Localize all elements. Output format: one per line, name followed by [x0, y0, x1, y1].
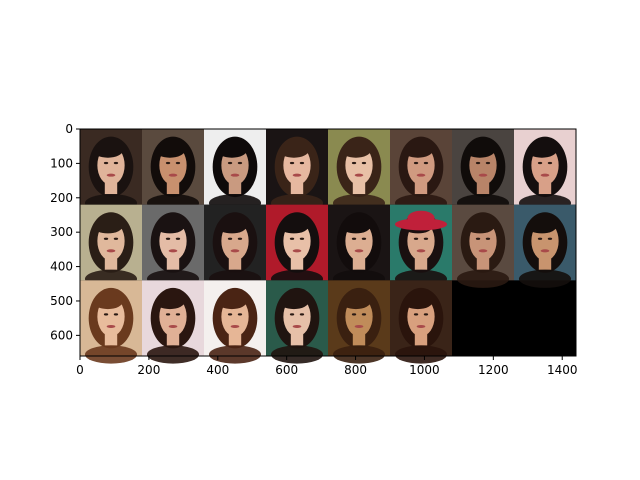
portrait-tile	[390, 204, 452, 288]
y-tick-label: 100	[50, 156, 73, 170]
y-tick-label: 200	[50, 191, 73, 205]
portrait-tile	[142, 280, 204, 364]
portrait-tile	[142, 129, 204, 213]
portrait-tile	[452, 129, 514, 213]
y-tick-label: 0	[65, 122, 73, 136]
portrait-tile	[452, 204, 514, 288]
portrait-tile	[80, 129, 142, 213]
portrait-tile	[390, 280, 452, 364]
portrait-tile	[328, 280, 390, 364]
x-tick-label: 0	[76, 363, 84, 377]
portrait-tile	[80, 204, 142, 288]
portrait-tile	[80, 280, 142, 364]
portrait-tile	[266, 280, 328, 364]
x-axis-ticks: 0 200 400 600 800 1000 1200 1400	[76, 356, 577, 377]
image-tiles	[80, 129, 576, 364]
x-tick-label: 400	[206, 363, 229, 377]
portrait-tile	[328, 204, 390, 288]
x-tick-label: 1000	[409, 363, 440, 377]
portrait-tile	[266, 129, 328, 213]
x-tick-label: 1200	[478, 363, 509, 377]
x-tick-label: 1400	[547, 363, 578, 377]
axes-frame	[79, 128, 577, 357]
y-tick-label: 500	[50, 294, 73, 308]
portrait-tile	[142, 204, 204, 288]
portrait-tile	[328, 129, 390, 213]
y-axis-ticks: 0 100 200 300 400 500 600	[50, 122, 80, 342]
y-tick-label: 300	[50, 225, 73, 239]
portrait-tile	[514, 204, 576, 288]
portrait-tile	[514, 129, 576, 213]
y-tick-label: 600	[50, 328, 73, 342]
portrait-tile	[204, 204, 266, 288]
portrait-tile	[204, 280, 266, 364]
x-tick-label: 600	[275, 363, 298, 377]
y-tick-label: 400	[50, 260, 73, 274]
x-tick-label: 200	[137, 363, 160, 377]
portrait-tile	[390, 129, 452, 213]
x-tick-label: 800	[344, 363, 367, 377]
portrait-tile	[204, 129, 266, 213]
portrait-tile	[266, 204, 328, 288]
